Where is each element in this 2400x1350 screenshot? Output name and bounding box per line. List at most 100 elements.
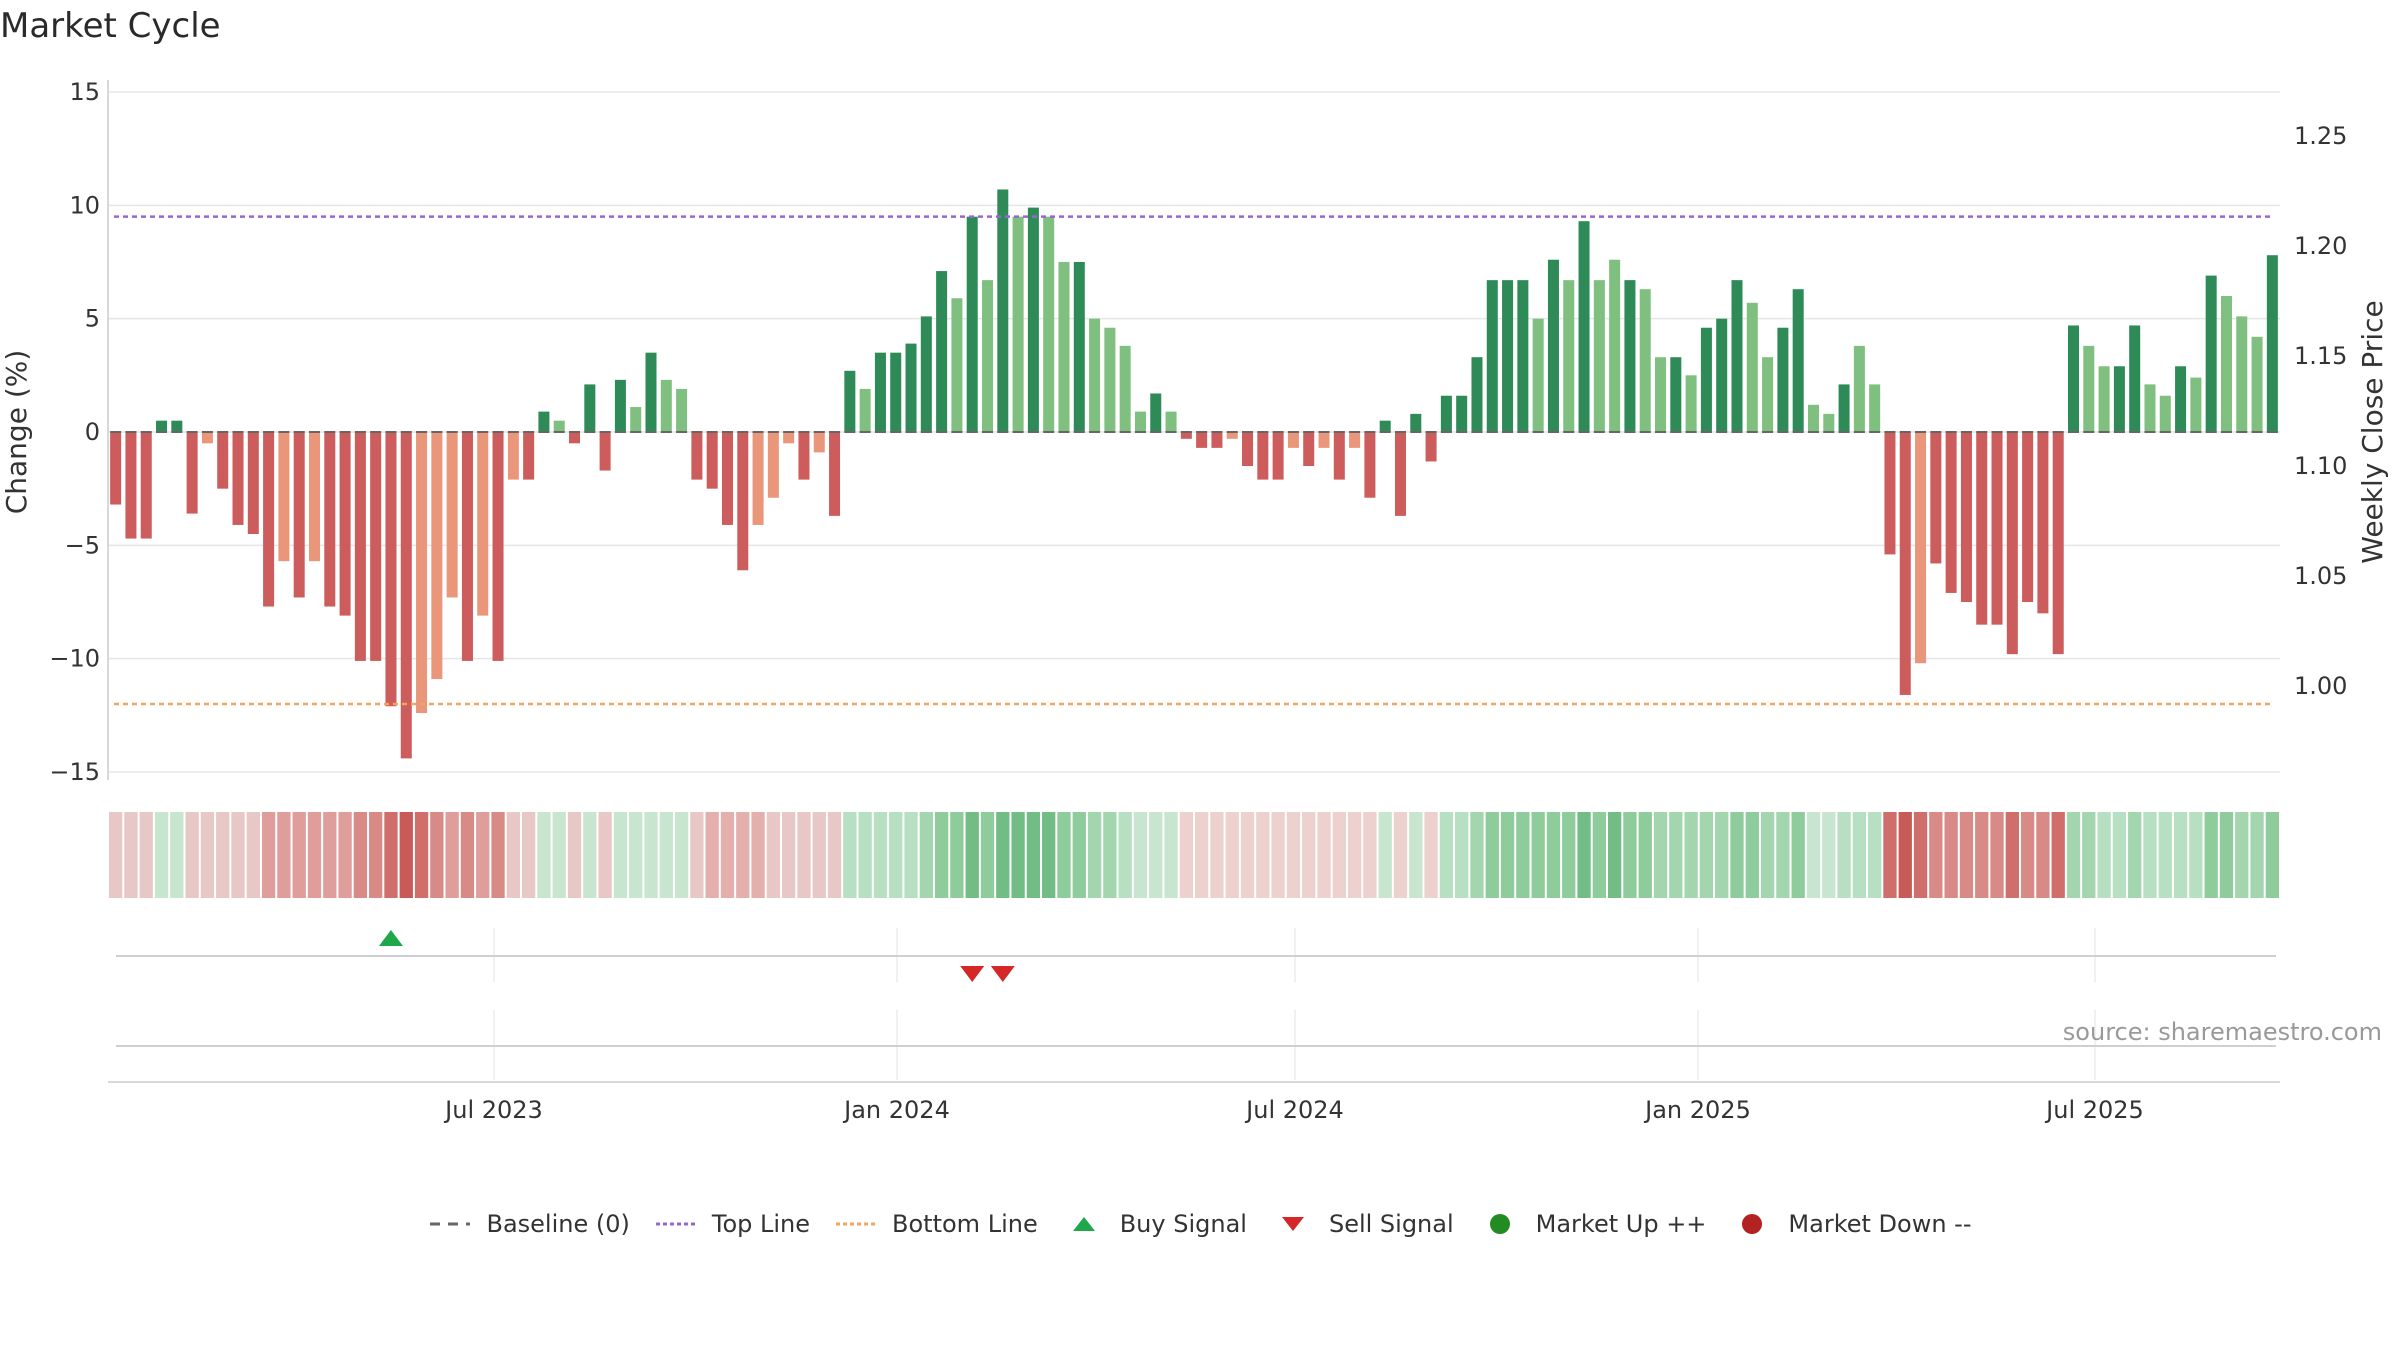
bar <box>507 432 519 480</box>
heat-cell <box>216 812 230 898</box>
y-axis-label-left: Change (%) <box>0 350 33 515</box>
heat-cell <box>476 812 490 898</box>
heat-cell <box>1806 812 1821 898</box>
bar <box>477 432 489 616</box>
bar <box>2037 432 2049 614</box>
heat-cell <box>2265 812 2279 898</box>
legend-item: Sell Signal <box>1271 1210 1454 1238</box>
heat-cell <box>307 812 322 898</box>
heat-cell <box>277 812 291 898</box>
bar <box>171 420 183 432</box>
bar <box>492 432 504 661</box>
legend-label: Baseline (0) <box>486 1210 630 1238</box>
legend-label: Buy Signal <box>1119 1210 1247 1238</box>
bar <box>1976 432 1988 625</box>
legend-item: Top Line <box>654 1210 810 1238</box>
bar <box>1165 411 1177 432</box>
bar <box>1960 432 1972 602</box>
y-axis-label-right: Weekly Close Price <box>2356 300 2389 563</box>
bar <box>1547 259 1559 432</box>
bar <box>339 432 351 616</box>
heat-cell <box>1026 812 1041 898</box>
heat-cell <box>950 812 964 898</box>
bar <box>905 343 917 432</box>
heat-cell <box>1179 812 1193 898</box>
heat-cell <box>1653 812 1668 898</box>
heat-cell <box>1302 812 1316 898</box>
bar <box>1838 384 1850 432</box>
bar <box>706 432 718 489</box>
heat-cell <box>644 812 658 898</box>
legend-item: Bottom Line <box>834 1210 1038 1238</box>
heat-cell <box>1638 812 1652 898</box>
heat-cell <box>1072 812 1086 898</box>
heat-cell <box>797 812 811 898</box>
bar <box>829 432 841 516</box>
bar <box>110 432 122 505</box>
x-tick-label: Jan 2024 <box>842 1096 950 1124</box>
heat-cell <box>629 812 643 898</box>
y-tick-label: −10 <box>49 645 100 673</box>
heat-cell <box>1057 812 1071 898</box>
circle-icon <box>1489 1214 1510 1234</box>
heat-cell <box>1684 812 1698 898</box>
heat-cell <box>185 812 199 898</box>
heat-cell <box>246 812 260 898</box>
tri-down-icon <box>1281 1217 1304 1231</box>
bar <box>1991 432 2003 625</box>
heat-cell <box>674 812 689 898</box>
bar <box>660 379 672 432</box>
heat-cell <box>1347 812 1362 898</box>
bar <box>2098 366 2110 432</box>
heat-cell <box>154 812 169 898</box>
bar <box>2266 255 2278 432</box>
heat-cell <box>521 812 536 898</box>
right-y-axis: 1.25 1.20 1.15 1.10 1.05 1.00 <box>2294 122 2347 700</box>
heat-cell <box>1500 812 1515 898</box>
bar <box>538 411 550 432</box>
bar <box>1716 318 1728 432</box>
bar <box>1333 432 1345 480</box>
bar <box>951 298 963 432</box>
bar <box>400 432 412 759</box>
bar <box>1609 259 1621 432</box>
bar <box>752 432 764 525</box>
heat-cell <box>369 812 383 898</box>
heat-cell <box>2082 812 2096 898</box>
heat-cell <box>720 812 735 898</box>
heat-cell <box>1485 812 1499 898</box>
heat-cell <box>1516 812 1530 898</box>
bar <box>890 352 902 432</box>
heat-cell <box>1562 812 1576 898</box>
heat-cell <box>2036 812 2050 898</box>
heat-cell <box>1087 812 1102 898</box>
heat-cell <box>109 812 123 898</box>
legend-label: Top Line <box>711 1210 811 1238</box>
y-right-tick-label: 1.15 <box>2294 342 2347 370</box>
heat-cell <box>1439 812 1454 898</box>
heat-cell <box>1990 812 2004 898</box>
heat-cell <box>843 812 857 898</box>
heat-cell <box>460 812 475 898</box>
bar <box>1563 280 1575 432</box>
heat-cell <box>1225 812 1239 898</box>
dot-icon <box>836 1222 877 1226</box>
bar <box>370 432 382 661</box>
heat-cell <box>1103 812 1117 898</box>
heat-cell <box>1393 812 1408 898</box>
y-right-tick-label: 1.05 <box>2294 562 2347 590</box>
bar <box>1792 289 1804 432</box>
heat-cell <box>2020 812 2035 898</box>
bar <box>2022 432 2034 602</box>
bar <box>1746 302 1758 432</box>
bar <box>1731 280 1743 432</box>
heat-cell <box>1363 812 1377 898</box>
heat-cell <box>812 812 826 898</box>
bar <box>721 432 733 525</box>
bar <box>416 432 428 714</box>
bar <box>523 432 535 480</box>
bar <box>293 432 305 598</box>
heat-cell <box>1944 812 1958 898</box>
bar <box>1700 327 1712 432</box>
